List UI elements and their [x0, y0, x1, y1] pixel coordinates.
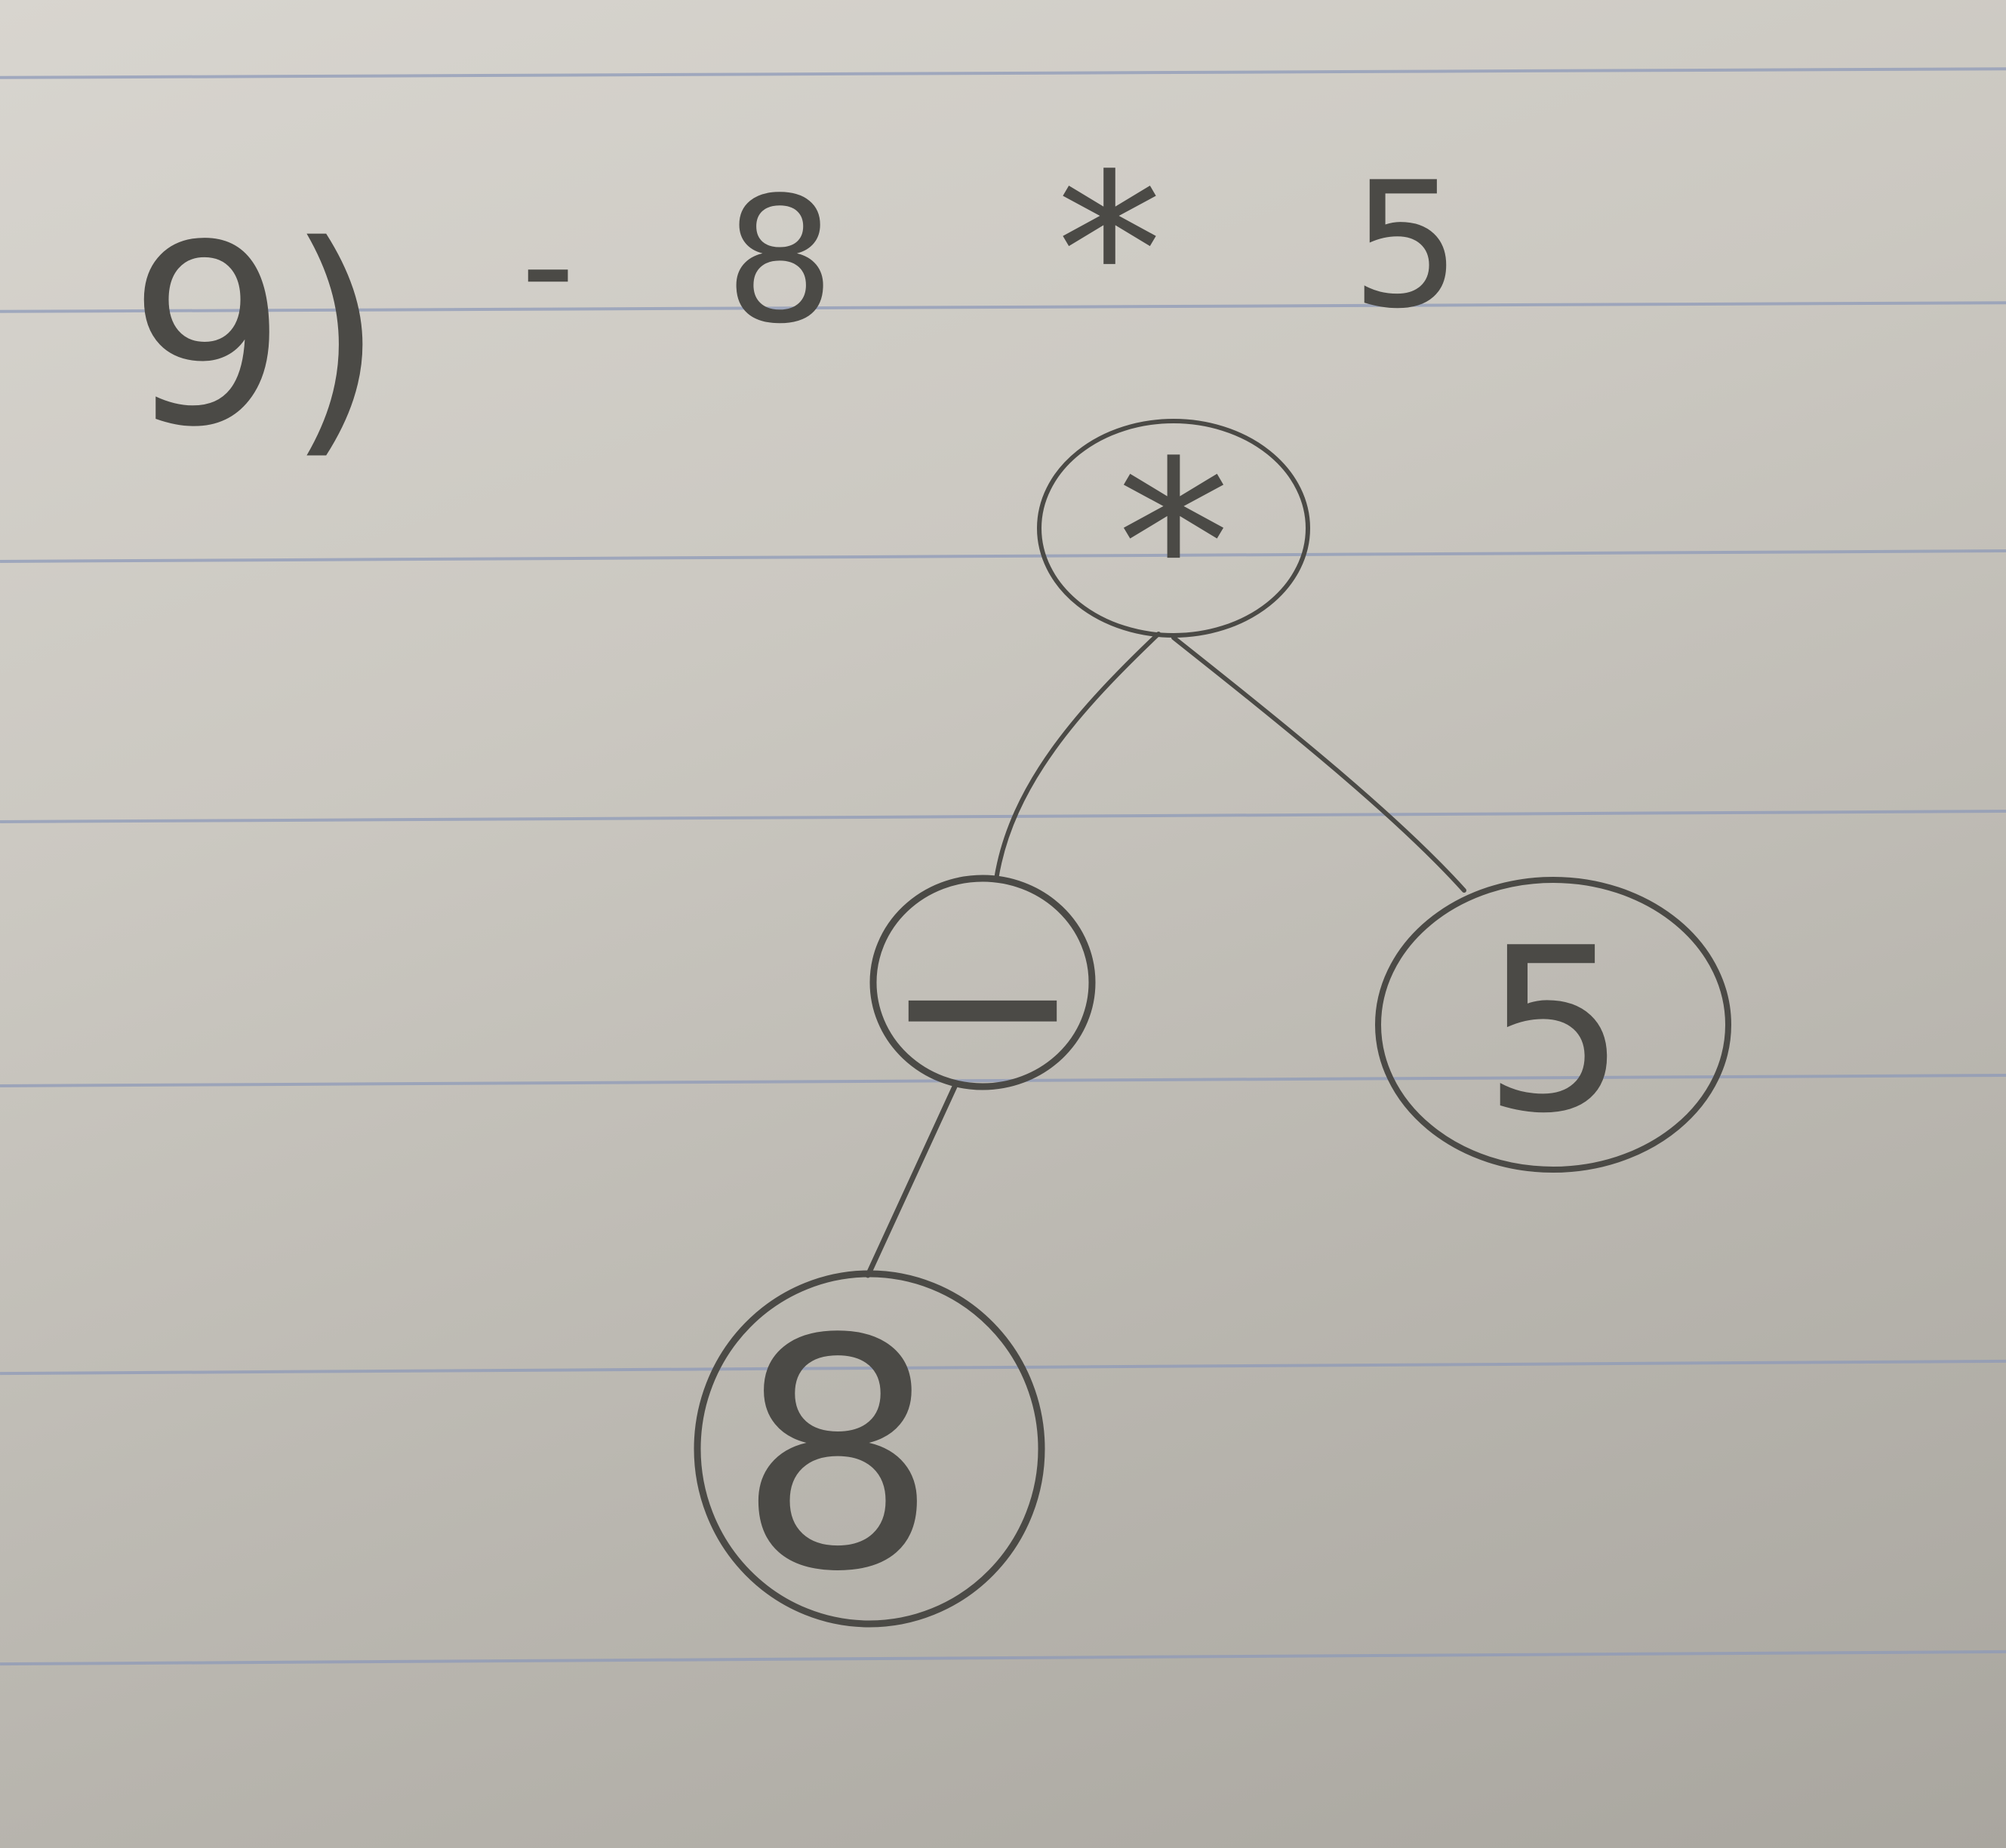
node-circle [869, 875, 1096, 1090]
tree-node-right-child: 5 [1375, 877, 1731, 1173]
node-label-right-child: 5 [1483, 899, 1627, 1163]
tree-node-root: * [1037, 413, 1310, 676]
edge-root-to-right-child [1171, 635, 1466, 893]
node-circle [694, 1270, 1045, 1628]
expression-token-minus: - [521, 177, 575, 353]
expression-token-5: 5 [1351, 146, 1461, 347]
node-label-left-child: — [900, 902, 1066, 1096]
tree-node-left-grandchild: 8 [694, 1270, 1045, 1641]
problem-header: 9) - 8 * 5 [128, 129, 1461, 481]
edge-left-child-to-grandchild [865, 1084, 958, 1278]
tree-node-left-child: — [869, 875, 1096, 1096]
node-label-left-grandchild: 8 [737, 1272, 938, 1641]
node-label-root: * [1117, 413, 1230, 676]
node-circle [1037, 419, 1310, 638]
problem-number: 9) [128, 192, 384, 481]
edge-root-to-left-child [994, 632, 1161, 881]
node-circle [1375, 877, 1731, 1173]
expression-token-multiply: * [1057, 129, 1162, 375]
expression-token-8: 8 [725, 161, 835, 362]
